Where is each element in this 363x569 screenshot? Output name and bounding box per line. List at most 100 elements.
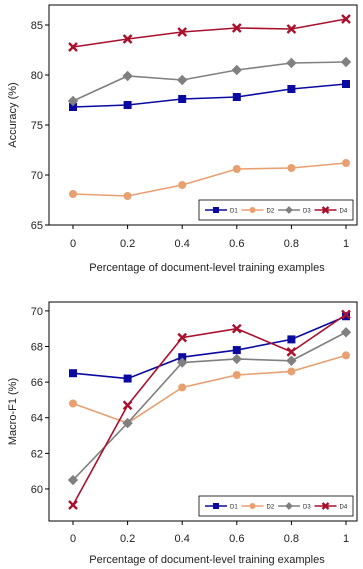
legend-marker [285, 206, 293, 214]
series-D3 [67, 327, 352, 486]
data-point [286, 57, 297, 69]
y-axis-label: Accuracy (%) [7, 82, 19, 147]
data-point [231, 323, 242, 334]
legend-label: D2 [267, 505, 275, 511]
accuracy-chart: 0 0.2 0.4 0.6 0.8 1 65 70 75 80 85 Percentage of do… [7, 4, 358, 274]
series-line [72, 61, 347, 102]
y-tick-label: 75 [31, 120, 43, 132]
data-point-stroke-b [177, 27, 188, 37]
data-point [232, 165, 241, 173]
legend-marker-stroke-b [321, 502, 330, 510]
legend-label: D1 [230, 209, 238, 215]
data-point [177, 74, 188, 86]
data-point [67, 474, 79, 486]
data-point [286, 347, 297, 357]
series-D3 [67, 56, 352, 107]
legend-marker [213, 503, 219, 509]
data-point [177, 332, 188, 343]
legend-marker [249, 503, 256, 509]
legend-marker [321, 502, 330, 510]
data-point [67, 95, 79, 107]
series-D2 [69, 351, 350, 428]
data-point [342, 312, 350, 321]
data-point [177, 27, 188, 37]
data-point-stroke-b [231, 23, 242, 33]
y-tick-label: 66 [31, 377, 43, 389]
data-point [178, 95, 187, 103]
legend-box [198, 495, 354, 517]
x-tick-label: 0 [70, 238, 76, 250]
data-point [231, 64, 242, 76]
data-point [341, 309, 351, 320]
data-point [177, 357, 188, 368]
data-point [178, 383, 187, 392]
series-D2 [69, 159, 350, 200]
data-point [231, 23, 242, 33]
data-point [342, 351, 350, 360]
data-point [287, 367, 296, 376]
x-tick-label: 0.2 [120, 533, 135, 545]
legend-entry-D1: D1 [205, 503, 238, 511]
data-point [342, 159, 350, 167]
y-tick-label: 85 [31, 20, 43, 32]
y-tick-label: 68 [31, 342, 43, 354]
x-tick-label: 0.2 [120, 238, 135, 250]
x-tick-label: 0.6 [229, 533, 244, 545]
series-line [72, 18, 347, 48]
data-point [232, 346, 241, 355]
y-tick-label: 64 [31, 413, 43, 425]
data-point [69, 369, 77, 378]
data-point [69, 399, 77, 408]
legend: D1 D2 D3 D4 [198, 199, 354, 221]
legend-entry-D1: D1 [205, 207, 238, 215]
series-line [72, 315, 347, 380]
series-line [72, 313, 347, 506]
data-point [287, 335, 296, 344]
series-line [72, 162, 347, 197]
data-point-stroke-b [341, 14, 351, 24]
data-point-stroke-b [286, 24, 297, 34]
legend-label: D4 [340, 209, 348, 215]
legend-label: D2 [267, 209, 275, 215]
x-tick-label: 0.8 [284, 533, 299, 545]
legend-marker [321, 206, 330, 214]
legend-marker [213, 207, 219, 213]
legend-label: D1 [230, 505, 238, 511]
data-point [287, 85, 296, 93]
x-axis-label: Percentage of document-level training ex… [89, 554, 325, 566]
data-point-stroke-b [68, 42, 78, 52]
x-tick-label: 1 [343, 238, 349, 250]
x-tick-label: 0 [70, 533, 76, 545]
data-point [286, 24, 297, 34]
data-point-stroke-b [122, 34, 133, 44]
y-tick-label: 80 [31, 70, 43, 82]
data-point [68, 500, 78, 510]
data-point-stroke-b [231, 323, 242, 334]
data-point-stroke-b [341, 309, 351, 320]
data-point [342, 80, 350, 88]
y-axis-label: Macro-F1 (%) [7, 378, 19, 445]
data-point [69, 190, 77, 198]
legend-entry-D4: D4 [314, 502, 348, 511]
legend-box [198, 199, 354, 221]
plot-frame [48, 4, 358, 226]
legend-entry-D3: D3 [278, 502, 311, 511]
data-point [123, 101, 132, 109]
data-point [122, 400, 133, 411]
series-line [72, 331, 347, 481]
legend-marker [285, 502, 293, 510]
y-tick-label: 60 [31, 484, 43, 496]
series-line [72, 354, 347, 424]
series-D1 [69, 80, 350, 111]
x-tick-label: 0.4 [175, 238, 190, 250]
y-tick-label: 70 [31, 306, 43, 318]
legend-marker-stroke-b [321, 206, 330, 214]
data-point [287, 164, 296, 172]
data-point-stroke-b [68, 500, 78, 510]
data-point [122, 417, 133, 429]
data-point [68, 42, 78, 52]
series-line [72, 83, 347, 108]
legend-label: D4 [340, 505, 348, 511]
legend-label: D3 [303, 505, 311, 511]
